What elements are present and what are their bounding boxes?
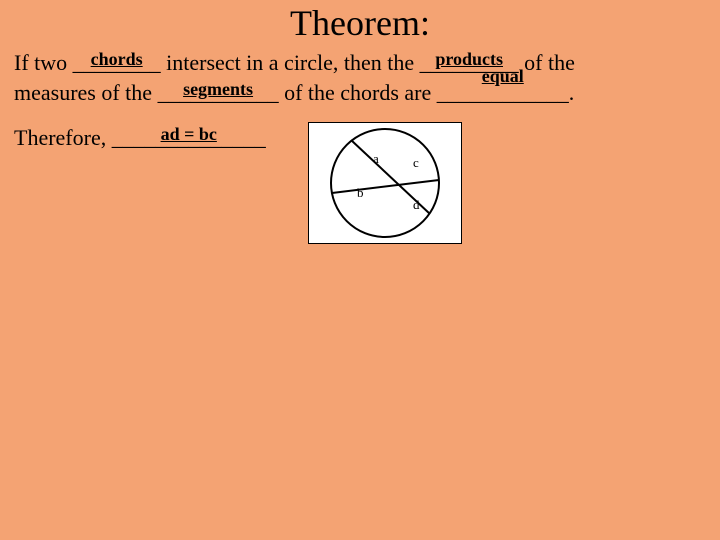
blank-segments: ___________segments bbox=[158, 78, 279, 108]
slide: Theorem: If two ________chords intersect… bbox=[0, 0, 720, 540]
text-s6: . bbox=[569, 80, 575, 105]
text-s5: of the chords are bbox=[279, 80, 437, 105]
answer-segments: segments bbox=[158, 77, 279, 101]
label-d: d bbox=[413, 197, 420, 212]
chord-2 bbox=[332, 180, 439, 193]
text-s1: If two bbox=[14, 50, 73, 75]
answer-chords: chords bbox=[73, 47, 161, 71]
diagram-circle bbox=[331, 129, 439, 237]
label-c: c bbox=[413, 155, 419, 170]
line-1: If two ________chords intersect in a cir… bbox=[14, 48, 706, 78]
line-2: measures of the ___________segments of t… bbox=[14, 78, 706, 108]
text-s2: intersect in a circle, then the bbox=[161, 50, 420, 75]
text-s4: measures of the bbox=[14, 80, 158, 105]
slide-title: Theorem: bbox=[0, 0, 720, 44]
text-s7: Therefore, bbox=[14, 125, 112, 150]
diagram-svg: a b c d bbox=[309, 123, 461, 243]
label-b: b bbox=[357, 185, 364, 200]
circle-diagram: a b c d bbox=[308, 122, 462, 244]
blank-equation: ______________ad = bc bbox=[112, 123, 266, 153]
answer-equal: equal bbox=[437, 64, 569, 88]
answer-equation: ad = bc bbox=[112, 122, 266, 146]
label-a: a bbox=[373, 151, 379, 166]
blank-chords: ________chords bbox=[73, 48, 161, 78]
blank-equal: ____________equal bbox=[437, 78, 569, 108]
